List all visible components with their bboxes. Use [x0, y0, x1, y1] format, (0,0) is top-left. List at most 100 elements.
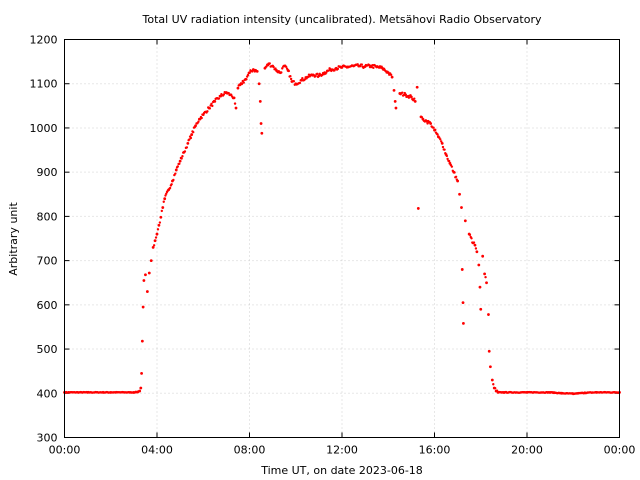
x-tick-label: 08:00	[234, 444, 266, 457]
data-point	[479, 307, 483, 311]
data-point	[394, 106, 398, 110]
axis-ticks: 00:00 04:00 08:00 12:00 16:00 20:00 00:0030040…	[30, 34, 636, 457]
y-tick-label: 800	[37, 210, 58, 223]
data-point	[460, 268, 464, 271]
data-point	[443, 148, 446, 151]
data-point	[298, 81, 302, 85]
data-point	[454, 175, 458, 178]
y-tick-label: 1100	[30, 78, 58, 91]
data-point	[280, 71, 283, 74]
data-point	[139, 386, 143, 390]
data-point	[392, 88, 396, 92]
chart-title: Total UV radiation intensity (uncalibrat…	[142, 13, 542, 26]
y-axis-label: Arbitrary unit	[7, 202, 20, 276]
y-tick-label: 700	[37, 255, 58, 268]
data-point	[234, 106, 238, 110]
x-tick-label: 16:00	[419, 444, 451, 457]
data-point	[336, 67, 340, 71]
data-point	[242, 81, 245, 84]
x-tick-label: 00:00	[49, 444, 81, 457]
data-point	[158, 221, 162, 224]
data-point	[246, 73, 250, 77]
data-point	[255, 69, 259, 73]
data-point	[441, 145, 445, 149]
data-point	[210, 102, 213, 106]
data-point	[178, 162, 181, 166]
data-point	[245, 78, 248, 81]
data-point	[390, 75, 394, 79]
data-point	[138, 389, 142, 393]
data-point	[481, 254, 485, 258]
data-point	[372, 66, 375, 70]
data-point	[386, 71, 390, 75]
data-point	[140, 339, 144, 343]
plot-frame	[64, 39, 620, 438]
data-point	[478, 285, 482, 289]
data-point	[453, 171, 456, 174]
data-point	[415, 85, 419, 89]
data-point	[389, 73, 393, 77]
data-points	[63, 62, 621, 396]
data-point	[186, 142, 190, 145]
data-point	[257, 82, 261, 86]
data-point	[473, 243, 477, 247]
y-tick-label: 1000	[30, 122, 58, 135]
data-point	[314, 75, 317, 78]
data-point	[162, 200, 165, 203]
data-point	[163, 197, 167, 201]
data-point	[183, 150, 187, 153]
data-point	[208, 107, 212, 110]
data-point	[401, 91, 404, 94]
x-axis-label: Time UT, on date 2023-06-18	[260, 464, 423, 477]
data-point	[258, 100, 262, 103]
data-point	[192, 130, 195, 134]
data-point	[206, 110, 209, 113]
data-point	[155, 232, 159, 236]
data-point	[217, 97, 221, 100]
data-point	[156, 228, 160, 231]
data-point	[460, 206, 463, 209]
data-point	[200, 116, 203, 120]
data-point	[436, 133, 439, 136]
data-point	[181, 155, 184, 158]
data-point	[229, 93, 233, 96]
data-point	[416, 207, 420, 210]
data-point	[142, 279, 146, 282]
data-point	[160, 209, 164, 213]
data-point	[404, 93, 407, 97]
data-point	[145, 290, 149, 293]
data-point	[232, 96, 236, 100]
data-point	[194, 124, 197, 128]
data-point	[445, 154, 449, 158]
data-point	[487, 349, 491, 353]
grid	[64, 39, 620, 438]
data-point	[461, 301, 465, 305]
data-point	[141, 305, 145, 309]
data-point	[468, 233, 472, 237]
data-point	[197, 120, 200, 123]
data-point	[185, 146, 189, 149]
data-point	[168, 186, 172, 190]
x-tick-label: 04:00	[141, 444, 173, 457]
data-point	[474, 247, 478, 250]
data-point	[490, 378, 494, 382]
data-point	[248, 71, 251, 75]
y-tick-label: 1200	[30, 34, 58, 47]
data-point	[240, 82, 244, 86]
data-point	[494, 387, 497, 390]
data-point	[292, 80, 296, 83]
data-point	[472, 241, 476, 244]
data-point	[287, 69, 291, 73]
data-point	[407, 96, 411, 99]
data-point	[144, 273, 147, 277]
data-point	[174, 172, 177, 175]
x-tick-label: 20:00	[511, 444, 543, 457]
data-point	[161, 206, 165, 209]
data-point	[188, 138, 191, 141]
data-point	[413, 97, 416, 100]
data-point	[492, 383, 495, 386]
data-point	[456, 179, 460, 183]
data-point	[432, 126, 435, 129]
x-tick-label: 00:00	[604, 444, 636, 457]
data-point	[284, 65, 288, 68]
